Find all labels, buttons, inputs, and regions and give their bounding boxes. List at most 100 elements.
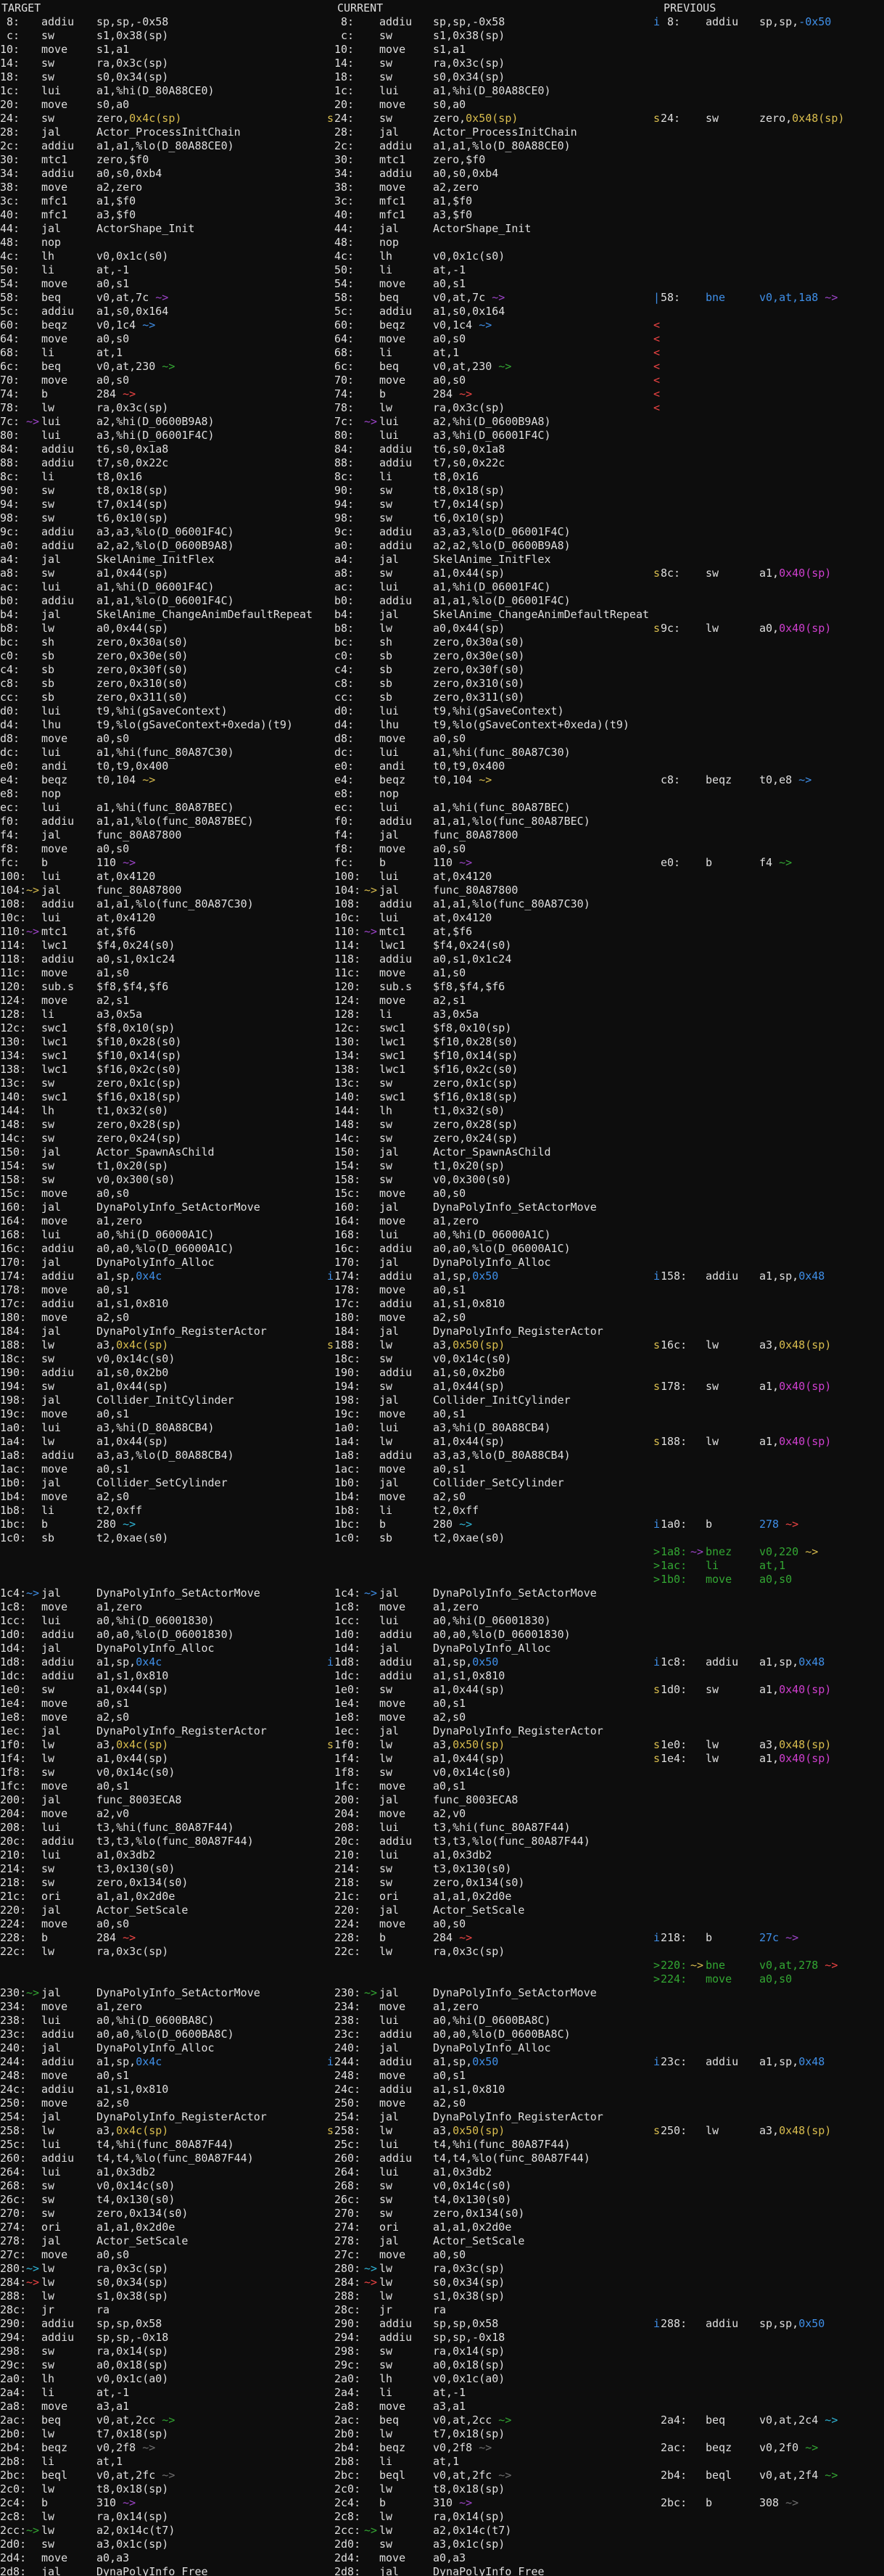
mnemonic: addiu — [379, 2152, 413, 2165]
mnemonic: move — [379, 842, 406, 855]
operand-text: s0,0x34(sp) — [96, 70, 169, 83]
address: fc: — [334, 856, 355, 869]
address: 1d8: — [0, 1655, 27, 1668]
address: e0: — [334, 760, 355, 773]
operand-text: a1,0x44(sp) — [96, 1752, 169, 1765]
operand-text: a1,s1,0x810 — [433, 2083, 505, 2096]
operands: a1,s1,0x810 — [96, 2083, 168, 2096]
mnemonic: lw — [379, 2482, 393, 2495]
operand-text: s1,0x38(sp) — [96, 2289, 169, 2303]
address: 19c: — [334, 1407, 361, 1420]
mnemonic: addiu — [379, 139, 413, 152]
operands: a0,%hi(D_06001830) — [96, 1614, 215, 1628]
address: 254: — [334, 2110, 361, 2123]
operand-text: sp,sp,-0x18 — [433, 2331, 505, 2344]
operands: t1,0x20(sp) — [433, 1159, 505, 1173]
operands: DynaPolyInfo_SetActorMove — [433, 1986, 597, 2000]
operand-text: t8,0x16 — [96, 470, 143, 483]
address: 1a0: — [661, 1518, 687, 1531]
asm-row: 68: li at,1 68: li at,1 < — [0, 346, 884, 360]
address: 190: — [334, 1366, 361, 1379]
address: b0: — [0, 594, 20, 607]
asm-row: 288: lw s1,0x38(sp) 288: lw s1,0x38(sp) — [0, 2289, 884, 2303]
operands: DynaPolyInfo_Free — [433, 2565, 545, 2576]
operand-text: a2,a2,%lo(D_0600B9A8) — [433, 539, 571, 552]
asm-row: d0: lui t9,%hi(gSaveContext) d0: lui t9,%hi(g… — [0, 704, 884, 718]
address: 90: — [334, 484, 355, 497]
asm-row: 188: lw a3,0x4c(sp) s 188: lw a3,0x50(sp) s 16c:… — [0, 1338, 884, 1352]
operand-text: a1,s1,0x810 — [433, 1669, 505, 1682]
mnemonic: move — [41, 2400, 68, 2413]
operand-text: v0,2f8 — [96, 2441, 136, 2454]
address: e8: — [334, 787, 355, 800]
operand-text: SkelAnime_ChangeAnimDefaultRepeat — [96, 608, 313, 621]
operand-text: a3,0x5a — [433, 1008, 479, 1021]
operand-text: a1,0x3db2 — [96, 1848, 156, 1861]
operand-text: s1,0x38(sp) — [433, 2289, 505, 2303]
operands: a3,0x4c(sp) — [96, 2124, 168, 2138]
asm-row: 248: move a0,s1 248: move a0,s1 — [0, 2069, 884, 2083]
mnemonic: lui — [41, 415, 62, 428]
operands: a0,s1 — [96, 1779, 129, 1793]
mnemonic: swc1 — [379, 1021, 406, 1034]
asm-row: b8: lw a0,0x44(sp) b8: lw a0,0x44(sp) s 9c: lw a0… — [0, 622, 884, 635]
address: 178: — [661, 1380, 687, 1393]
mnemonic: li — [379, 2455, 393, 2468]
operands: DynaPolyInfo_SetActorMove — [433, 1201, 597, 1214]
asm-row: 29c: sw a0,0x18(sp) 29c: sw a0,0x18(sp) — [0, 2358, 884, 2372]
operands: a1,s1,0x810 — [433, 2083, 505, 2096]
operand-text: v0,1c4 — [433, 318, 473, 332]
address: 118: — [334, 952, 361, 966]
operands: t0,e8 ~> — [759, 773, 811, 787]
mnemonic: sw — [706, 567, 719, 580]
address: 12c: — [0, 1021, 27, 1034]
mnemonic: sw — [379, 2538, 393, 2551]
address: 58: — [334, 291, 355, 304]
mnemonic: ori — [41, 1890, 62, 1903]
operand-text: a3,a3,%lo(D_80A88CB4) — [433, 1449, 571, 1462]
address: 238: — [0, 2014, 27, 2027]
operand-text: 0x4c(sp) — [129, 112, 182, 125]
operands: a1,s1,0x810 — [433, 1669, 505, 1683]
operands: v0,at,2f4 ~> — [759, 2469, 838, 2482]
diff-marker: > — [653, 1573, 661, 1586]
operands: t4,0x130(s0) — [96, 2193, 175, 2207]
address: 150: — [0, 1145, 27, 1159]
asm-row: 238: lui a0,%hi(D_0600BA8C) 238: lui a0,%hi(D… — [0, 2014, 884, 2028]
branch-arrow-icon: ~> — [136, 773, 156, 786]
mnemonic: b — [379, 856, 387, 869]
address: 1a8: — [0, 1449, 27, 1462]
operands: sp,sp,-0x18 — [96, 2331, 168, 2345]
operands: t1,0x32(s0) — [433, 1104, 505, 1118]
mnemonic: beq — [379, 291, 400, 304]
operand-text: DynaPolyInfo_Alloc — [96, 1256, 215, 1269]
address: 88: — [0, 456, 20, 469]
operand-text: v0,0x14c(s0) — [433, 1766, 512, 1779]
asm-row: 54: move a0,s1 54: move a0,s1 — [0, 277, 884, 291]
address: 224: — [661, 1972, 687, 1986]
mnemonic: jal — [41, 2041, 62, 2054]
address: 21c: — [0, 1890, 27, 1903]
operands: t9,%hi(gSaveContext) — [96, 704, 228, 718]
mnemonic: addiu — [41, 1297, 75, 1310]
mnemonic: li — [379, 2386, 393, 2399]
address: 8: — [334, 15, 355, 28]
operands: t8,0x18(sp) — [96, 2482, 168, 2496]
operands: t4,t4,%lo(func_80A87F44) — [96, 2152, 254, 2165]
mnemonic: jal — [41, 1642, 62, 1655]
operand-text: a0,s1,0x1c24 — [433, 952, 512, 966]
operands: at,-1 — [433, 263, 466, 277]
address: 1c: — [334, 84, 355, 97]
asm-row: 268: sw v0,0x14c(s0) 268: sw v0,0x14c(s0) — [0, 2179, 884, 2193]
operands: a1,s1,0x810 — [96, 1297, 168, 1311]
operand-text: $f16,0x2c(s0) — [96, 1063, 182, 1076]
operands: a0,a0,%lo(D_0600BA8C) — [96, 2028, 234, 2041]
branch-arrow-icon: ~> — [453, 1931, 473, 1944]
operand-text: a1,%hi(func_80A87BEC) — [433, 801, 571, 814]
operands: v0,0x14c(s0) — [433, 1352, 511, 1366]
operands: ra,0x14(sp) — [96, 2510, 168, 2524]
operand-text: ActorShape_Init — [96, 222, 195, 235]
address: 194: — [334, 1380, 361, 1393]
address: 44: — [334, 222, 355, 235]
